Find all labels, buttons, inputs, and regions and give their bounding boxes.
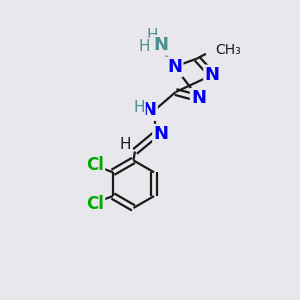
Text: N: N: [191, 89, 206, 107]
Text: CH₃: CH₃: [215, 43, 241, 57]
Text: H: H: [146, 28, 158, 43]
Text: N: N: [205, 66, 220, 84]
Text: Cl: Cl: [86, 195, 104, 213]
Text: N: N: [167, 58, 182, 76]
Text: H: H: [133, 100, 145, 115]
Text: N: N: [154, 125, 169, 143]
Text: N: N: [141, 101, 156, 119]
Text: N: N: [154, 36, 169, 54]
Text: Cl: Cl: [86, 156, 104, 174]
Text: H: H: [120, 137, 131, 152]
Text: H: H: [139, 39, 150, 54]
